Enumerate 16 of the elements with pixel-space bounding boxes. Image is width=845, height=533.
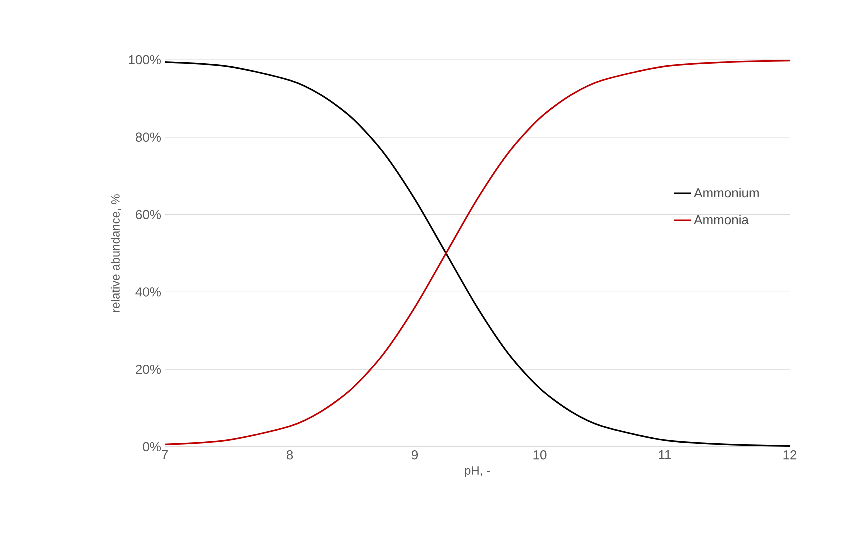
legend-label: Ammonia <box>694 215 749 225</box>
y-tick-label: 0% <box>143 442 162 452</box>
x-tick-label: 10 <box>534 450 547 460</box>
y-tick-label: 40% <box>136 288 162 297</box>
x-axis-title: pH, - <box>465 466 490 478</box>
legend-label: Ammonium <box>694 188 759 198</box>
x-tick-label: 9 <box>412 450 418 460</box>
x-tick-label: 7 <box>162 450 168 460</box>
x-tick-label: 12 <box>784 450 797 460</box>
y-tick-label: 80% <box>136 132 162 142</box>
x-tick-label: 11 <box>659 450 672 460</box>
x-tick-label: 8 <box>286 450 294 460</box>
y-tick-label: 60% <box>136 210 162 220</box>
y-tick-label: 20% <box>136 364 162 374</box>
y-tick-label: 100% <box>129 55 162 65</box>
y-axis-title: relative abundance, % <box>111 194 122 312</box>
